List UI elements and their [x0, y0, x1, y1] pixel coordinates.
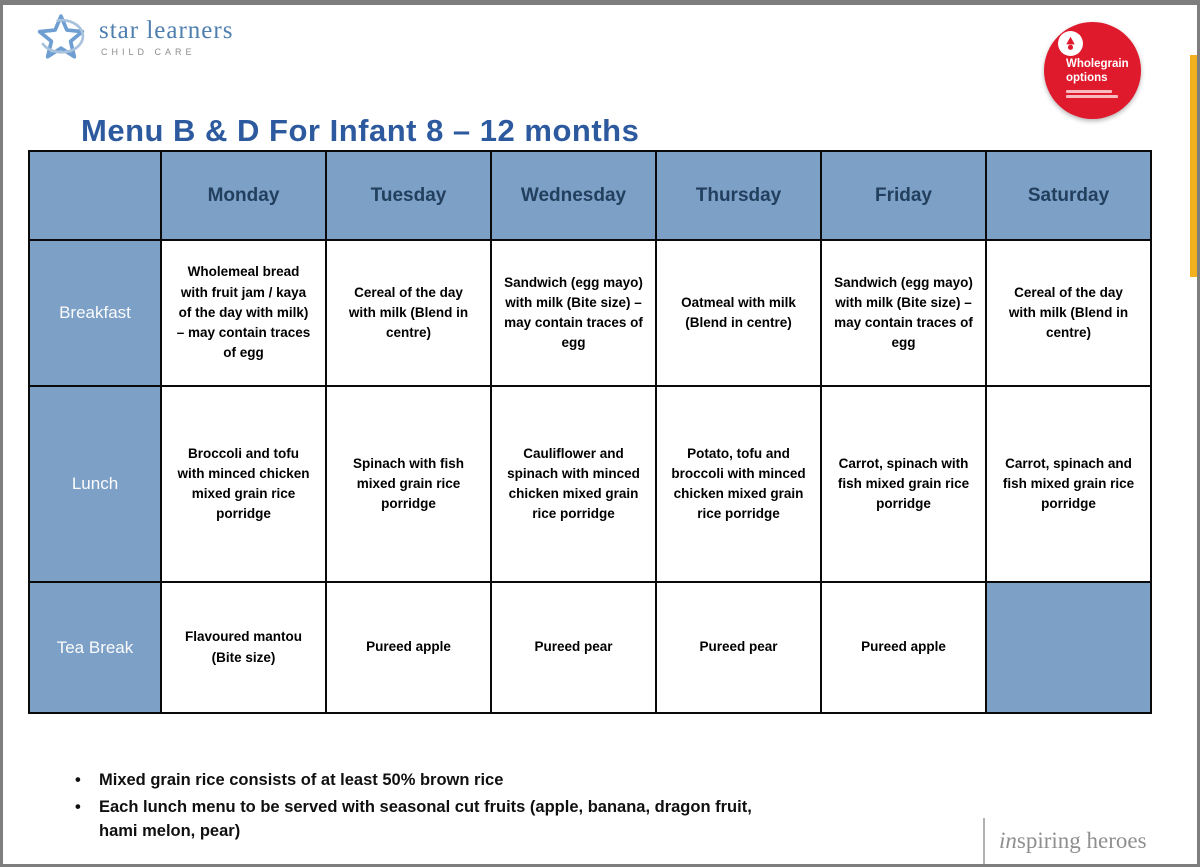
tagline-italic-part: in [999, 828, 1017, 853]
day-header-monday: Monday [160, 150, 327, 241]
right-accent-strip [1190, 55, 1197, 277]
cell-tea-tuesday: Pureed apple [325, 581, 492, 714]
footnotes: • Mixed grain rice consists of at least … [75, 769, 781, 847]
cell-tea-friday: Pureed apple [820, 581, 987, 714]
cell-tea-monday: Flavoured mantou (Bite size) [160, 581, 327, 714]
logo-subtitle-text: CHILD CARE [101, 46, 196, 57]
day-header-friday: Friday [820, 150, 987, 241]
day-header-thursday: Thursday [655, 150, 822, 241]
slide-page: star learners CHILD CARE Wholegrain opti… [3, 5, 1197, 864]
health-promotion-icon [1058, 31, 1083, 56]
day-header-wednesday: Wednesday [490, 150, 657, 241]
corner-cell [28, 150, 162, 241]
cell-lunch-monday: Broccoli and tofu with minced chicken mi… [160, 385, 327, 583]
logo-brand-text: star learners [99, 16, 234, 44]
cell-breakfast-monday: Wholemeal bread with fruit jam / kaya of… [160, 239, 327, 387]
day-header-row: Monday Tuesday Wednesday Thursday Friday… [28, 150, 1152, 241]
cell-tea-saturday [985, 581, 1152, 714]
cell-tea-wednesday: Pureed pear [490, 581, 657, 714]
badge-fine-print [1066, 89, 1141, 100]
inspiring-heroes-tagline: in spiring heroes [983, 818, 1147, 864]
badge-line1: Wholegrain [1066, 58, 1129, 70]
cell-lunch-saturday: Carrot, spinach and fish mixed grain ric… [985, 385, 1152, 583]
breakfast-row: Breakfast Wholemeal bread with fruit jam… [28, 239, 1152, 387]
footnote-text: Each lunch menu to be served with season… [99, 797, 752, 840]
cell-breakfast-tuesday: Cereal of the day with milk (Blend in ce… [325, 239, 492, 387]
page-title: Menu B & D For Infant 8 – 12 months [81, 113, 640, 148]
star-learners-logo: star learners CHILD CARE [33, 13, 233, 61]
row-label-tea-break: Tea Break [28, 581, 162, 714]
cell-breakfast-friday: Sandwich (egg mayo) with milk (Bite size… [820, 239, 987, 387]
cell-breakfast-thursday: Oatmeal with milk (Blend in centre) [655, 239, 822, 387]
badge-line2: options [1066, 71, 1108, 84]
bullet-icon: • [75, 771, 81, 789]
tea-break-row: Tea Break Flavoured mantou (Bite size) P… [28, 581, 1152, 714]
bullet-icon: • [75, 797, 81, 816]
cell-lunch-wednesday: Cauliflower and spinach with minced chic… [490, 385, 657, 583]
cell-lunch-friday: Carrot, spinach with fish mixed grain ri… [820, 385, 987, 583]
lunch-row: Lunch Broccoli and tofu with minced chic… [28, 385, 1152, 583]
cell-tea-thursday: Pureed pear [655, 581, 822, 714]
footnote-item: • Mixed grain rice consists of at least … [75, 769, 781, 793]
footnote-item: • Each lunch menu to be served with seas… [75, 796, 781, 844]
cell-lunch-tuesday: Spinach with fish mixed grain rice porri… [325, 385, 492, 583]
day-header-saturday: Saturday [985, 150, 1152, 241]
star-logo-icon [33, 13, 89, 61]
day-header-tuesday: Tuesday [325, 150, 492, 241]
footnote-text: Mixed grain rice consists of at least 50… [99, 771, 504, 789]
cell-lunch-thursday: Potato, tofu and broccoli with minced ch… [655, 385, 822, 583]
cell-breakfast-saturday: Cereal of the day with milk (Blend in ce… [985, 239, 1152, 387]
wholegrain-badge: Wholegrain options [1044, 22, 1141, 119]
cell-breakfast-wednesday: Sandwich (egg mayo) with milk (Bite size… [490, 239, 657, 387]
menu-table: Monday Tuesday Wednesday Thursday Friday… [28, 150, 1152, 714]
row-label-breakfast: Breakfast [28, 239, 162, 387]
row-label-lunch: Lunch [28, 385, 162, 583]
tagline-rest-part: spiring heroes [1016, 828, 1147, 853]
